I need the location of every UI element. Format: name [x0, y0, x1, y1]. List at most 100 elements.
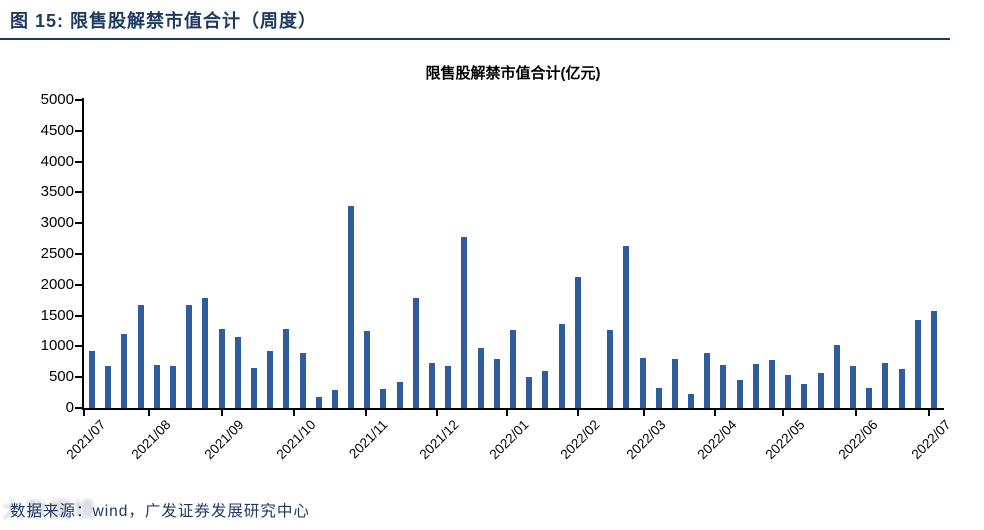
y-axis-label: 2000: [40, 275, 74, 293]
x-axis-tick: [714, 410, 717, 416]
y-axis-tick: [75, 253, 82, 255]
bar-week-32: [607, 329, 614, 408]
bar-week-37: [688, 393, 695, 408]
x-axis-label: 2021/12: [416, 417, 462, 463]
y-axis-label: 1500: [40, 306, 74, 324]
x-axis-label: 2022/04: [694, 417, 740, 463]
x-axis-label: 2022/06: [835, 417, 881, 463]
bar-week-4: [153, 364, 160, 408]
y-axis-label: 4500: [40, 121, 74, 139]
bar-week-10: [250, 367, 257, 408]
x-axis-label: 2022/07: [908, 417, 954, 463]
bar-week-17: [364, 331, 371, 408]
y-axis-label: 500: [48, 368, 74, 386]
bar-week-16: [348, 205, 355, 408]
x-axis-label: 2022/03: [623, 417, 669, 463]
bar-week-29: [558, 324, 565, 408]
y-axis-label: 3000: [40, 214, 74, 232]
bar-week-6: [186, 304, 193, 408]
bar-week-5: [170, 366, 177, 408]
bar-week-46: [833, 345, 840, 408]
bar-week-44: [801, 383, 808, 408]
bar-week-42: [769, 359, 776, 408]
bar-week-15: [331, 389, 338, 408]
x-axis-tick: [928, 410, 931, 416]
x-axis-tick: [83, 410, 85, 416]
bar-week-28: [542, 371, 549, 408]
bar-week-9: [234, 336, 241, 408]
x-axis-tick: [855, 410, 858, 416]
y-axis-tick: [75, 314, 82, 317]
x-axis-label: 2021/11: [345, 417, 391, 462]
bar-week-13: [299, 353, 306, 408]
x-axis-label: 2022/05: [762, 417, 808, 463]
data-source: 数据来源：wind，广发证券发展研究中心: [10, 503, 310, 520]
x-axis-tick: [220, 410, 223, 416]
bar-week-8: [218, 328, 225, 408]
bar-week-52: [930, 311, 937, 408]
bar-week-11: [267, 350, 274, 408]
header-divider: [0, 38, 950, 40]
y-axis-label: 1000: [40, 337, 74, 355]
x-axis-label: 2021/09: [201, 417, 247, 463]
figure-title: 图 15: 限售股解禁市值合计（周度）: [10, 11, 318, 31]
bar-week-30: [574, 276, 581, 408]
x-axis-tick: [435, 410, 438, 416]
bar-week-25: [493, 358, 500, 408]
x-axis-tick: [643, 410, 646, 416]
bar-week-39: [720, 364, 727, 408]
bar-week-21: [429, 363, 436, 408]
bar-week-48: [866, 387, 873, 408]
bar-week-27: [526, 376, 533, 408]
bar-week-26: [510, 329, 516, 408]
x-axis-tick: [576, 410, 579, 416]
x-axis-tick: [782, 410, 785, 416]
bar-week-19: [396, 382, 403, 408]
y-axis-label: 0: [65, 399, 74, 416]
y-axis-line: [82, 98, 84, 410]
y-axis-tick: [75, 191, 82, 194]
x-axis-label: 2021/07: [63, 417, 109, 463]
bar-week-18: [380, 388, 387, 408]
bar-week-3: [137, 304, 144, 408]
plot-area: 0 500 1000 1500 2000 2500 3000 3500 4000 4500 5000…: [41, 91, 954, 462]
x-axis-label: 2021/08: [128, 417, 174, 463]
bar-week-50: [898, 368, 905, 408]
bar-week-12: [283, 328, 290, 408]
bar-week-40: [736, 379, 743, 408]
y-axis-tick: [75, 376, 82, 379]
figure-header: 图 15: 限售股解禁市值合计（周度）: [0, 0, 984, 38]
bar-week-20: [412, 297, 419, 408]
x-axis-tick: [364, 410, 367, 416]
bar-week-1: [105, 366, 112, 408]
chart-title: 限售股解禁市值合计(亿元): [425, 65, 601, 82]
y-axis-tick: [75, 99, 82, 101]
y-axis-tick: [75, 222, 82, 225]
x-axis-label: 2022/01: [485, 417, 532, 463]
bar-week-43: [785, 374, 792, 408]
bar-week-23: [461, 236, 468, 408]
bar-week-49: [882, 363, 889, 408]
bar-week-34: [639, 357, 646, 408]
y-axis-label: 2500: [40, 245, 74, 262]
x-axis-label: 2021/10: [273, 417, 320, 463]
y-axis-label: 5000: [40, 91, 74, 108]
x-axis-line: [82, 408, 944, 410]
y-axis-label: 3500: [40, 183, 74, 201]
x-axis-tick: [293, 410, 296, 416]
bar-week-51: [914, 319, 921, 408]
y-axis-label: 4000: [40, 152, 74, 170]
bar-week-24: [477, 347, 484, 408]
x-axis-label: 2022/02: [557, 417, 603, 463]
bar-week-0: [89, 350, 96, 408]
bar-week-45: [817, 372, 824, 408]
bar-week-33: [623, 246, 630, 408]
bar-week-35: [655, 387, 662, 408]
bar-week-41: [752, 363, 759, 408]
bar-week-36: [671, 358, 678, 408]
bar-week-7: [202, 298, 209, 408]
y-axis-tick: [75, 160, 82, 163]
y-axis-tick: [75, 283, 82, 286]
y-axis-tick: [75, 345, 82, 348]
